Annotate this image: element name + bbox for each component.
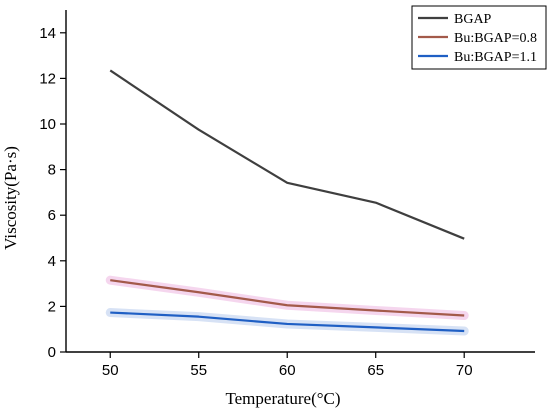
y-tick-label: 6 bbox=[48, 207, 56, 224]
axes bbox=[65, 10, 535, 353]
ticks: 50 55 60 65 70 0 2 4 6 8 10 12 14 bbox=[39, 25, 472, 379]
x-tick-label: 65 bbox=[367, 362, 384, 379]
x-tick-label: 50 bbox=[102, 362, 119, 379]
y-tick-label: 8 bbox=[48, 162, 56, 179]
legend-label: BGAP bbox=[454, 12, 492, 27]
y-axis-title: Viscosity(Pa·s) bbox=[1, 146, 20, 250]
series-halo bbox=[105, 275, 469, 321]
x-tick-label: 55 bbox=[190, 362, 207, 379]
y-tick-label: 4 bbox=[48, 253, 56, 270]
x-tick-label: 70 bbox=[456, 362, 473, 379]
x-tick-label: 60 bbox=[279, 362, 296, 379]
x-axis-title: Temperature(°C) bbox=[225, 389, 340, 408]
plot-area bbox=[105, 69, 469, 336]
legend-label: Bu:BGAP=1.1 bbox=[454, 50, 537, 65]
legend: BGAP Bu:BGAP=0.8 Bu:BGAP=1.1 bbox=[411, 5, 547, 70]
y-tick-label: 10 bbox=[39, 116, 56, 133]
y-tick-label: 0 bbox=[48, 344, 56, 361]
series-line-0 bbox=[109, 69, 465, 240]
y-tick-label: 12 bbox=[39, 70, 56, 87]
y-tick-label: 2 bbox=[48, 298, 56, 315]
legend-label: Bu:BGAP=0.8 bbox=[454, 31, 537, 46]
y-tick-label: 14 bbox=[39, 25, 56, 42]
